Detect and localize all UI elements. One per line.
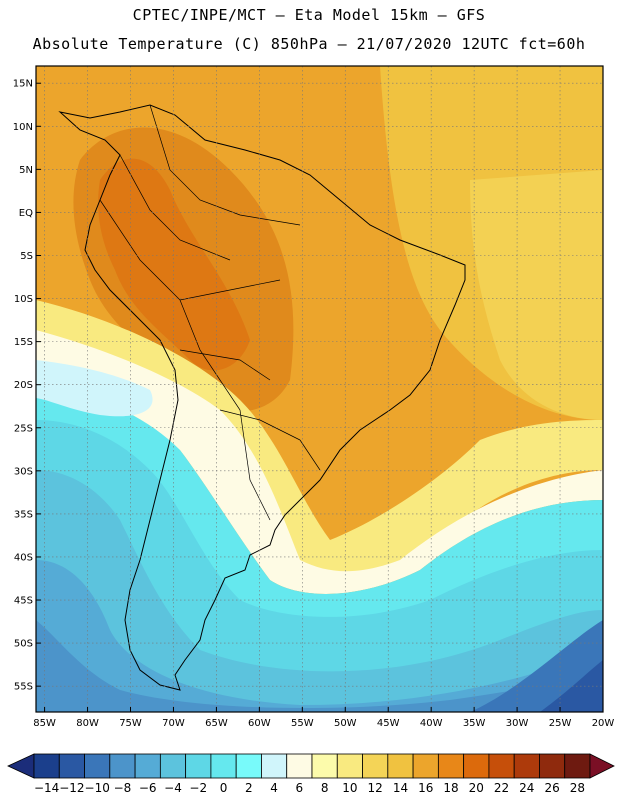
latitude-tick-labels: 15N 10N 5N EQ 5S 10S 15S 20S 25S 30S 35S 40S 45S 50S 5… — [13, 79, 41, 693]
lat-tick-label: 45S — [14, 596, 33, 607]
lon-tick-label: 75W — [119, 718, 142, 729]
lon-tick-label: 70W — [162, 718, 185, 729]
lat-tick-label: 55S — [14, 682, 33, 693]
colorbar-label: −14 — [34, 781, 59, 795]
colorbar-label: 22 — [494, 781, 509, 795]
colorbar-swatch — [311, 753, 338, 779]
lat-tick-label: 5N — [19, 165, 33, 176]
colorbar-over-arrow — [589, 753, 615, 779]
temperature-field — [36, 66, 603, 712]
colorbar-label: −2 — [189, 781, 207, 795]
colorbar-swatch — [210, 753, 237, 779]
colorbar-label: 6 — [296, 781, 304, 795]
temperature-colorbar: −14 −12 −10 −8 −6 −4 −2 0 2 4 6 8 10 12 14 16 18 20 22 24 26… — [7, 753, 615, 795]
colorbar-swatch — [109, 753, 136, 779]
lon-tick-label: 80W — [76, 718, 99, 729]
graticule — [36, 66, 604, 712]
longitude-tick-labels: 85W 80W 75W 70W 65W 60W 55W 50W 45W 40W 35W 30W 25W 2… — [33, 707, 614, 729]
colorbar-label: 18 — [443, 781, 458, 795]
colorbar-swatch — [261, 753, 288, 779]
colorbar-swatch — [33, 753, 60, 779]
map-title-line2: Absolute Temperature (C) 850hPa – 21/07/… — [32, 35, 586, 53]
lon-tick-label: 65W — [205, 718, 228, 729]
lat-tick-label: EQ — [19, 208, 33, 219]
lon-tick-label: 40W — [420, 718, 443, 729]
colorbar-label: 10 — [342, 781, 357, 795]
colorbar-label: 12 — [368, 781, 383, 795]
colorbar-swatch — [286, 753, 313, 779]
lon-tick-label: 55W — [291, 718, 314, 729]
colorbar-label: −6 — [139, 781, 157, 795]
lat-tick-label: 50S — [14, 639, 33, 650]
lon-tick-label: 20W — [592, 718, 615, 729]
lat-tick-label: 15N — [13, 79, 33, 90]
colorbar-label: 14 — [393, 781, 408, 795]
colorbar-swatch — [412, 753, 439, 779]
lon-tick-label: 30W — [506, 718, 529, 729]
colorbar-swatch — [159, 753, 187, 779]
lat-tick-label: 35S — [14, 509, 33, 520]
colorbar-swatch — [84, 753, 111, 779]
colorbar-label: 0 — [220, 781, 228, 795]
colorbar-label: −4 — [164, 781, 182, 795]
colorbar-label: 24 — [519, 781, 534, 795]
colorbar-swatch — [463, 753, 490, 779]
colorbar-label: 8 — [321, 781, 329, 795]
colorbar-swatch — [437, 753, 465, 779]
colorbar-label: 28 — [570, 781, 585, 795]
colorbar-swatch — [235, 753, 262, 779]
lat-tick-label: 15S — [14, 337, 33, 348]
colorbar-label: −10 — [85, 781, 110, 795]
lon-tick-label: 45W — [377, 718, 400, 729]
lon-tick-label: 25W — [549, 718, 572, 729]
colorbar-swatch — [513, 753, 540, 779]
colorbar-under-arrow — [7, 753, 35, 779]
coastline — [58, 104, 466, 691]
lat-tick-label: 5S — [20, 251, 33, 262]
colorbar-swatch — [539, 753, 566, 779]
lat-tick-label: 40S — [14, 552, 33, 563]
colorbar-label: −12 — [59, 781, 84, 795]
colorbar-swatch — [362, 753, 389, 779]
lat-tick-label: 25S — [14, 423, 33, 434]
colorbar-label: 2 — [245, 781, 253, 795]
lat-tick-label: 20S — [14, 380, 33, 391]
lon-tick-label: 35W — [463, 718, 486, 729]
lat-tick-label: 10N — [13, 122, 33, 133]
lat-tick-label: 30S — [14, 466, 33, 477]
map-title-line1: CPTEC/INPE/MCT – Eta Model 15km – GFS — [132, 6, 486, 24]
colorbar-label: 16 — [418, 781, 433, 795]
lon-tick-label: 50W — [334, 718, 357, 729]
country-borders — [99, 104, 321, 521]
colorbar-label: −8 — [114, 781, 132, 795]
colorbar-label: 4 — [270, 781, 278, 795]
colorbar-swatch — [336, 753, 363, 779]
colorbar-swatch — [387, 753, 414, 779]
colorbar-label: 26 — [544, 781, 559, 795]
lat-tick-label: 10S — [14, 294, 33, 305]
lon-tick-label: 60W — [248, 718, 271, 729]
colorbar-label: 20 — [469, 781, 484, 795]
lon-tick-label: 85W — [33, 718, 56, 729]
colorbar-swatch — [58, 753, 85, 779]
colorbar-swatch — [185, 753, 212, 779]
map-frame — [35, 65, 604, 713]
colorbar-swatch — [134, 753, 161, 779]
colorbar-swatch — [564, 753, 591, 779]
colorbar-swatch — [488, 753, 515, 779]
